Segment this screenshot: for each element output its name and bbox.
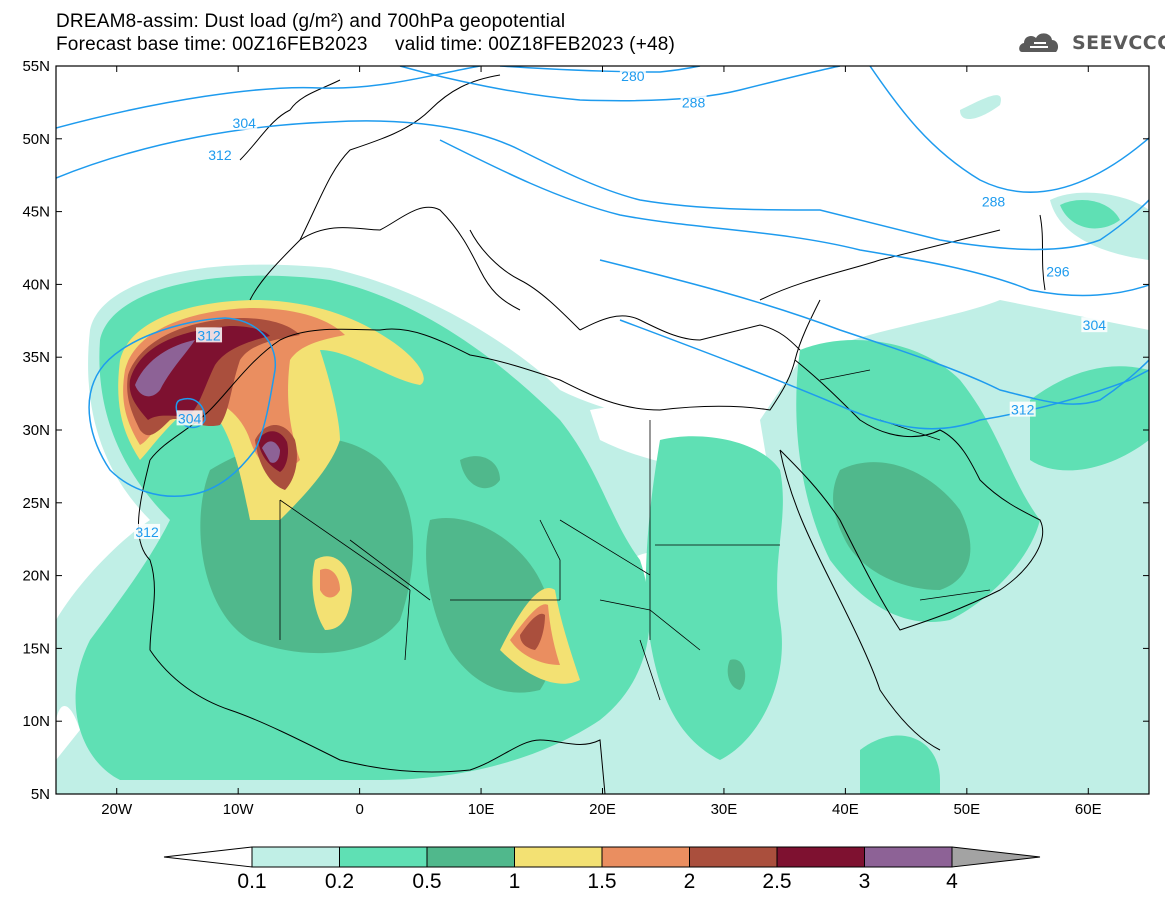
x-tick-label: 30E — [711, 801, 738, 818]
x-tick-label: 0 — [355, 801, 363, 818]
x-tick-label: 20E — [589, 801, 616, 818]
contour-label: 312 — [196, 327, 223, 343]
colorbar-bin — [776, 846, 865, 868]
contour-label: 312 — [206, 146, 233, 163]
colorbar-label: 0.1 — [237, 870, 266, 893]
x-tick-label: 60E — [1075, 801, 1102, 818]
x-tick-label: 40E — [832, 801, 859, 818]
svg-text:312: 312 — [208, 147, 232, 163]
chart-title: DREAM8-assim: Dust load (g/m²) and 700hP… — [56, 11, 566, 32]
colorbar-label: 3 — [859, 870, 871, 893]
colorbar-bin — [251, 846, 340, 868]
svg-text:304: 304 — [233, 115, 257, 131]
contour-label: 312 — [134, 523, 161, 540]
svg-text:304: 304 — [1083, 317, 1107, 333]
logo-text: SEEVCCC — [1072, 32, 1165, 54]
x-tick-label: 20W — [101, 801, 133, 818]
svg-text:288: 288 — [682, 94, 706, 110]
colorbar-bin — [689, 846, 778, 868]
x-tick-label: 50E — [953, 801, 980, 818]
svg-text:288: 288 — [982, 193, 1006, 209]
colorbar-label: 1.5 — [587, 870, 616, 893]
contour-label: 296 — [1044, 263, 1071, 279]
colorbar-label: 1 — [509, 870, 521, 893]
y-tick-label: 45N — [22, 204, 50, 221]
y-tick-label: 55N — [22, 58, 50, 75]
colorbar-over-triangle — [951, 846, 1041, 868]
contour-label: 288 — [980, 193, 1007, 209]
y-tick-label: 40N — [22, 276, 50, 293]
colorbar-label: 0.2 — [325, 870, 354, 893]
svg-text:312: 312 — [1011, 402, 1035, 418]
svg-text:280: 280 — [621, 68, 645, 84]
contour-label: 280 — [619, 68, 646, 84]
y-tick-label: 15N — [22, 640, 50, 657]
colorbar-bin — [426, 846, 515, 868]
cloud-icon — [1019, 33, 1059, 52]
y-axis: 55N 50N 45N 40N 35N 30N 25N 20N 15N 10N 5N — [22, 58, 1149, 803]
contour-label: 304 — [176, 410, 203, 426]
colorbar-label: 4 — [946, 870, 958, 893]
colorbar-bin — [514, 846, 603, 868]
coastlines — [138, 74, 1046, 794]
colorbar-label: 2 — [684, 870, 696, 893]
svg-text:296: 296 — [1046, 263, 1070, 279]
y-tick-label: 25N — [22, 495, 50, 512]
dust-level-3 — [135, 340, 280, 463]
y-tick-label: 10N — [22, 713, 50, 730]
svg-text:312: 312 — [197, 327, 221, 343]
colorbar: 0.1 0.2 0.5 1 1.5 2 2.5 3 4 — [163, 846, 1041, 893]
geopotential-contours — [56, 66, 1149, 497]
colorbar-bin — [339, 846, 428, 868]
y-tick-label: 20N — [22, 568, 50, 585]
contour-label: 312 — [1009, 401, 1036, 418]
x-tick-label: 10E — [468, 801, 495, 818]
contour-label: 304 — [1081, 317, 1108, 333]
dust-field — [56, 95, 1149, 794]
colorbar-under-triangle — [163, 846, 253, 868]
colorbar-bin — [864, 846, 953, 868]
y-tick-label: 35N — [22, 349, 50, 366]
contour-label: 304 — [231, 114, 258, 131]
x-axis: 20W 10W 0 10E 20E 30E 40E 50E 60E — [101, 66, 1102, 818]
svg-text:304: 304 — [178, 410, 202, 426]
y-tick-label: 5N — [31, 786, 50, 803]
colorbar-label: 2.5 — [762, 870, 791, 893]
colorbar-bin — [601, 846, 690, 868]
x-tick-label: 10W — [223, 801, 255, 818]
svg-text:312: 312 — [135, 524, 159, 540]
colorbar-label: 0.5 — [412, 870, 441, 893]
y-tick-label: 30N — [22, 422, 50, 439]
chart-subtitle: Forecast base time: 00Z16FEB2023 valid t… — [56, 34, 676, 55]
y-tick-label: 50N — [22, 131, 50, 148]
contour-label: 288 — [680, 94, 707, 110]
